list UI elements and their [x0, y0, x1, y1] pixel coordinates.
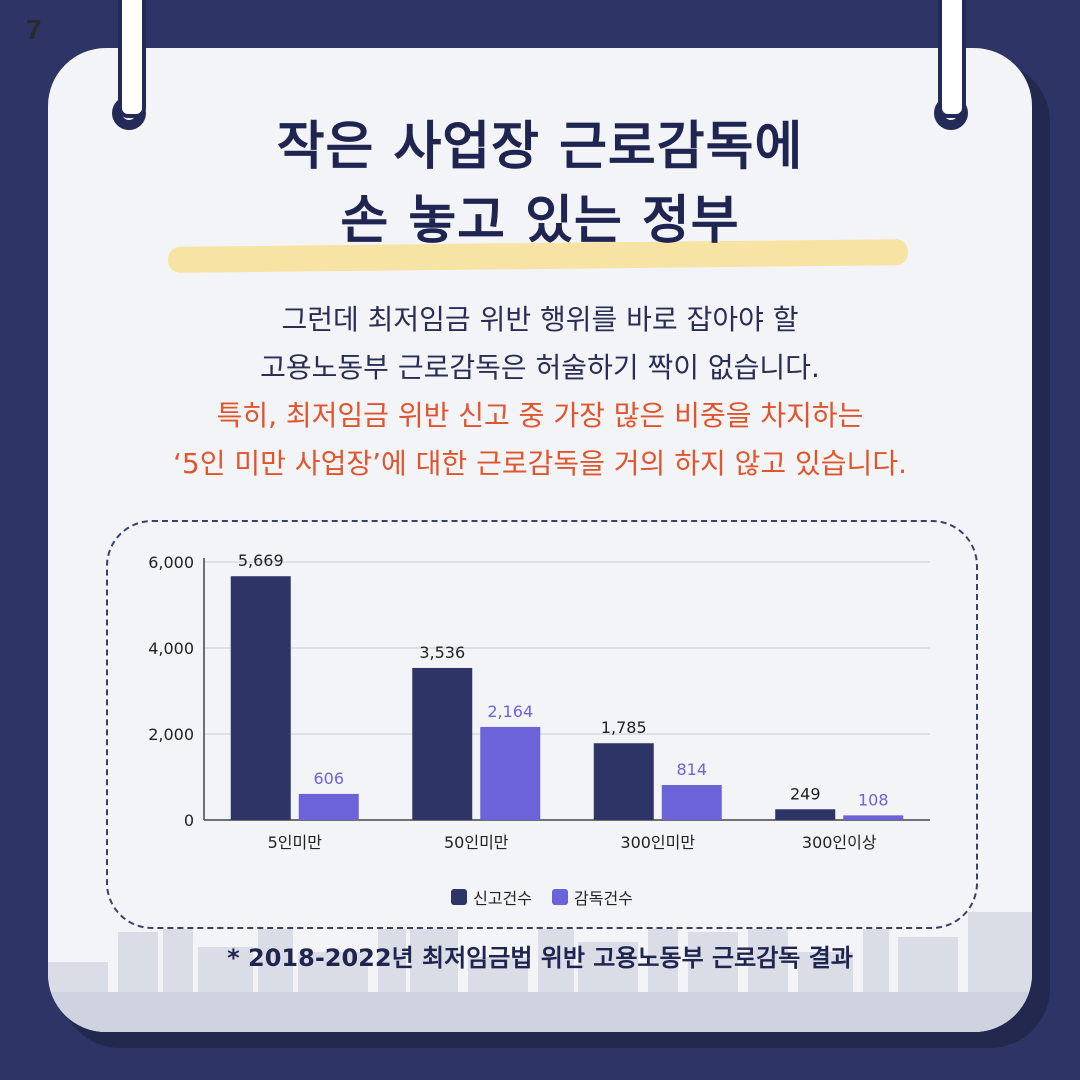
title-line-1: 작은 사업장 근로감독에 [276, 117, 804, 177]
subtitle-line-2: 고용노동부 근로감독은 허술하기 짝이 없습니다. [260, 351, 820, 384]
data-label: 606 [313, 769, 344, 788]
data-label: 2,164 [487, 702, 533, 721]
legend-label-report: 신고건수 [473, 889, 532, 908]
subtitle-line-1: 그런데 최저임금 위반 행위를 바로 잡아야 할 [281, 303, 799, 336]
x-tick-label: 50인미만 [444, 833, 509, 852]
bar [775, 809, 836, 820]
y-tick-label: 0 [184, 811, 194, 830]
data-label: 5,669 [238, 551, 284, 570]
data-label: 814 [676, 760, 707, 779]
data-label: 108 [858, 790, 889, 809]
footnote: * 2018-2022년 최저임금법 위반 고용노동부 근로감독 결과 [227, 944, 853, 972]
chart-legend: 신고건수 감독건수 [108, 885, 976, 909]
x-tick-label: 5인미만 [268, 833, 323, 852]
chart-container: 0 2,000 4,000 6,000 5,669 606 5인미만 3,536 2,164 50… [106, 520, 978, 929]
legend-item-inspection: 감독건수 [552, 885, 633, 909]
bar [412, 667, 473, 820]
card: 작은 사업장 근로감독에 손 놓고 있는 정부 그런데 최저임금 위반 행위를 … [48, 48, 1032, 1032]
binder-ring-right [938, 0, 966, 118]
legend-item-report: 신고건수 [451, 885, 532, 909]
x-tick-label: 300인이상 [802, 833, 877, 852]
bar-chart: 0 2,000 4,000 6,000 5,669 606 5인미만 3,536 2,164 50… [148, 551, 930, 852]
bar [230, 576, 291, 820]
legend-label-inspection: 감독건수 [574, 889, 633, 908]
y-tick-label: 2,000 [148, 725, 194, 744]
bar [661, 784, 722, 820]
binder-ring-left [118, 0, 146, 118]
title-line-2: 손 놓고 있는 정부 [340, 191, 740, 251]
data-label: 1,785 [601, 718, 647, 737]
legend-swatch-report [451, 889, 468, 905]
y-tick-label: 6,000 [148, 553, 194, 572]
bar [298, 793, 359, 820]
bar [843, 815, 904, 820]
bar [480, 726, 541, 820]
subtitle-line-4: ‘5인 미만 사업장’에 대한 근로감독을 거의 하지 않고 있습니다. [173, 447, 907, 480]
legend-swatch-inspection [552, 889, 568, 905]
data-label: 249 [790, 784, 821, 803]
data-label: 3,536 [419, 643, 465, 662]
x-tick-label: 300인미만 [620, 833, 695, 852]
subtitle-line-3: 특히, 최저임금 위반 신고 중 가장 많은 비중을 차지하는 [216, 399, 864, 432]
page-number: 7 [26, 14, 42, 45]
plot-area [204, 562, 930, 820]
bar [593, 743, 654, 820]
y-tick-label: 4,000 [148, 639, 194, 658]
